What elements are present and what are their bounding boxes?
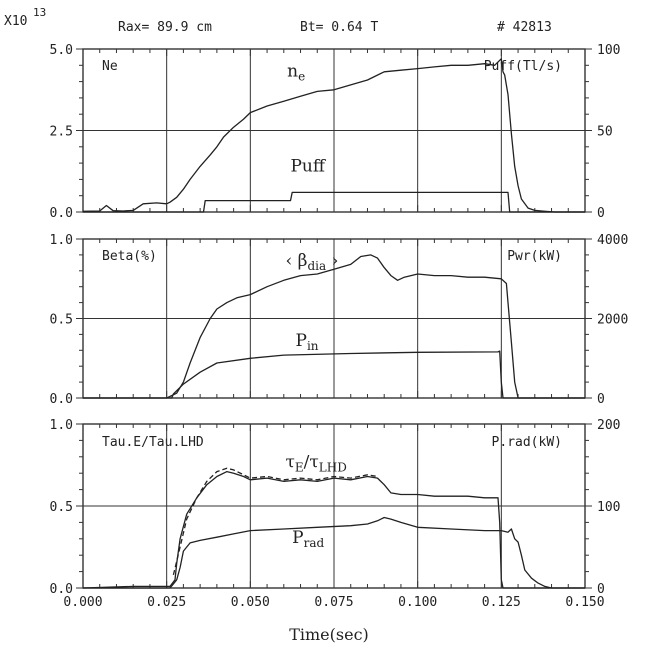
series-label: Prad [292, 528, 324, 550]
x-tick-label: 0.125 [482, 595, 521, 610]
panel-tau-prad: Tau.E/Tau.LHD P.rad(kW) 0.0 0.5 1.0 0 100 200… [50, 418, 621, 610]
series-line-2-2 [83, 516, 585, 589]
y-right-tick-label: 2000 [597, 313, 628, 328]
y-left-tick-label: 0.0 [50, 582, 73, 597]
header-rax: Rax= 89.9 cm [118, 20, 212, 35]
series-label: Pin [296, 331, 319, 353]
y-right-tick-label: 0 [597, 206, 605, 221]
y-left-tick-label: 1.0 [50, 418, 73, 433]
x-tick-label: 0.075 [314, 595, 353, 610]
header-bt: Bt= 0.64 T [300, 20, 378, 35]
panel-beta-pwr: Beta(%) Pwr(kW) 0.0 0.5 1.0 0 2000 4000 ‹ βdia… [50, 233, 629, 407]
y-left-tick-label: 2.5 [50, 125, 73, 140]
y-left-tick-label: 0.0 [50, 206, 73, 221]
series-line-0-1 [83, 191, 585, 213]
y-right-tick-label: 100 [597, 500, 620, 515]
y-left-tick-label: 0.5 [50, 500, 73, 515]
x-tick-label: 0.150 [565, 595, 604, 610]
y-right-tick-label: 0 [597, 392, 605, 407]
y-left-tick-label: 0.0 [50, 392, 73, 407]
series-line-1-0 [83, 254, 585, 399]
panel-top-left-label: Ne [102, 59, 118, 74]
series-label: ne [287, 62, 305, 84]
x-tick-label: 0.025 [147, 595, 186, 610]
series-label: Puff [290, 156, 326, 176]
panel-middle-left-label: Beta(%) [102, 249, 157, 264]
panel-bottom-right-label: P.rad(kW) [492, 435, 562, 450]
panel-middle-right-label: Pwr(kW) [507, 249, 562, 264]
y-right-tick-label: 100 [597, 43, 620, 58]
panel-top-right-label: Puff(Tl/s) [484, 59, 562, 74]
y-right-tick-label: 4000 [597, 233, 628, 248]
y-left-tick-label: 1.0 [50, 233, 73, 248]
x-axis-label: Time(sec) [289, 625, 369, 644]
x-tick-label: 0.100 [398, 595, 437, 610]
series-line-2-0 [82, 470, 585, 589]
series-line-2-1 [172, 467, 378, 576]
exponent-power: 13 [33, 6, 46, 19]
exponent-base: X10 [4, 14, 27, 29]
series-label: ‹ βdia › [285, 251, 338, 273]
x-tick-label: 0.050 [231, 595, 270, 610]
panel-ne-puff: Ne Puff(Tl/s) 0.0 2.5 5.0 0 50 100 ne Puff [50, 43, 621, 221]
y-left-tick-label: 5.0 [50, 43, 73, 58]
panel-bottom-left-label: Tau.E/Tau.LHD [102, 435, 204, 450]
y-right-tick-label: 0 [597, 582, 605, 597]
series-line-0-0 [82, 58, 585, 213]
y-right-tick-label: 50 [597, 125, 613, 140]
y-right-tick-label: 200 [597, 418, 620, 433]
x-tick-label: 0.000 [63, 595, 102, 610]
y-left-tick-label: 0.5 [50, 313, 73, 328]
header-shot: # 42813 [497, 20, 552, 35]
series-line-1-1 [83, 350, 585, 399]
series-label: τE/τLHD [285, 452, 346, 474]
